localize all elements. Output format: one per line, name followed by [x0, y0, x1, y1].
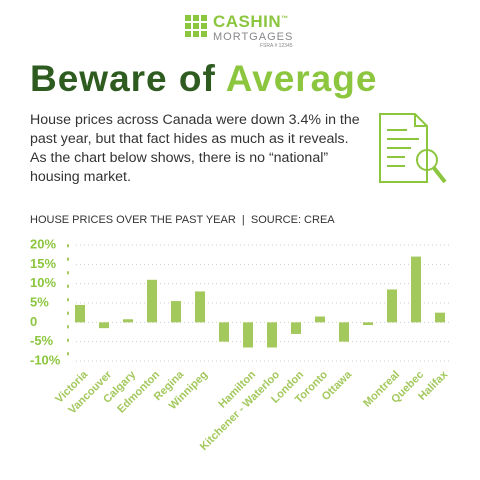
y-tick-label: -10%: [30, 352, 61, 367]
logo-tm: ™: [281, 15, 289, 23]
bar: [411, 256, 421, 323]
bar: [219, 322, 229, 342]
intro: House prices across Canada were down 3.4…: [30, 112, 360, 185]
y-tick-label: -5%: [30, 333, 54, 348]
chart-title: HOUSE PRICES OVER THE PAST YEAR | SOURCE…: [30, 214, 335, 226]
logo-license: FSRA # 12345: [260, 43, 293, 49]
bar: [363, 322, 373, 326]
bar: [123, 319, 133, 323]
y-tick-label: 0: [30, 314, 37, 329]
bar: [171, 301, 181, 323]
headline: Beware of Average: [30, 58, 377, 100]
logo-icon: [185, 15, 207, 37]
headline-part2: Average: [225, 58, 378, 99]
logo-name-text: CASHIN: [213, 12, 282, 31]
bar: [339, 322, 349, 342]
y-tick-label: 15%: [30, 256, 56, 271]
document-icon: [379, 113, 447, 184]
logo-name: CASHIN™: [213, 12, 289, 32]
bar: [75, 304, 85, 323]
bar: [291, 322, 301, 334]
headline-part1: Beware of: [30, 58, 216, 99]
bar: [435, 312, 445, 323]
y-tick-label: 5%: [30, 294, 49, 309]
y-tick-label: 10%: [30, 275, 56, 290]
bar: [315, 316, 325, 323]
bar: [267, 322, 277, 348]
bar: [147, 279, 157, 323]
chart: HOUSE PRICES OVER THE PAST YEAR | SOURCE…: [30, 214, 452, 453]
bar: [195, 291, 205, 323]
bar: [387, 289, 397, 323]
y-tick-label: 20%: [30, 236, 56, 251]
bar: [99, 322, 109, 329]
bar: [243, 322, 253, 348]
logo-sub: MORTGAGES: [213, 31, 294, 43]
